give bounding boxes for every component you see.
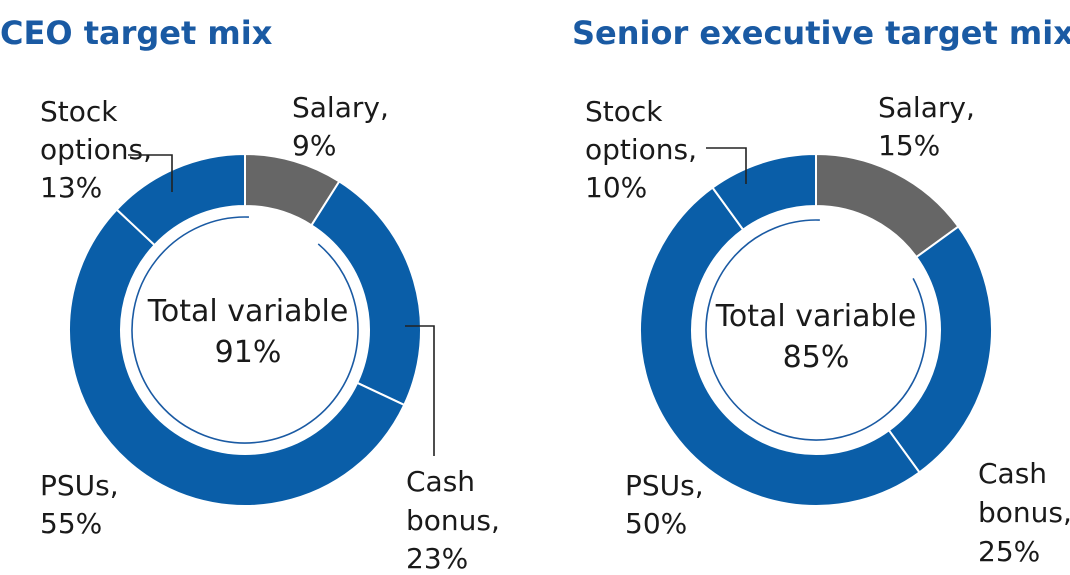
chart-2-slice-4-label-line-1: Stock [585, 95, 663, 128]
chart-2-slice-4-label-line-2: options, [585, 133, 697, 166]
chart-1: CEO target mix Total variable 91% Salary, 9%… [0, 14, 500, 575]
chart-1-slice-1-label-line-1: Salary, [292, 91, 389, 124]
chart-1-slice-2-label-line-2: bonus, [406, 504, 500, 537]
chart-1-slice-4 [115, 152, 246, 247]
chart-2-slice-2-label-line-3: 25% [978, 535, 1040, 568]
chart-2-slice-3 [639, 186, 921, 507]
chart-2-slice-1-label-line-1: Salary, [878, 91, 975, 124]
chart-1-center-label-line-1: Total variable [147, 294, 349, 329]
chart-2: Senior executive target mix(1) Total vari… [572, 14, 1070, 568]
chart-2-slice-4-label-line-3: 10% [585, 171, 647, 204]
chart-1-variable-arc [131, 216, 359, 444]
chart-2-variable-arc [705, 219, 927, 441]
chart-2-title: Senior executive target mix(1) [572, 14, 1070, 52]
chart-1-slice-1-label-line-2: 9% [292, 129, 336, 162]
chart-1-slice-3-label-line-1: PSUs, [40, 469, 119, 502]
chart-1-title: CEO target mix [0, 14, 273, 52]
chart-2-center-label-line-2: 85% [783, 340, 850, 375]
chart-1-slice-2-label-line-3: 23% [406, 542, 468, 575]
chart-1-slice-3 [68, 208, 406, 507]
chart-1-slice-3-label-line-2: 55% [40, 507, 102, 540]
chart-1-center-label-line-2: 91% [215, 335, 282, 370]
chart-2-slice-2-label-line-1: Cash [978, 457, 1047, 490]
chart-2-slice-4-leader-line [706, 147, 747, 184]
chart-1-slice-4-label-line-3: 13% [40, 171, 102, 204]
chart-2-slice-2-label-line-2: bonus, [978, 496, 1070, 529]
chart-2-center-label-line-1: Total variable [715, 299, 917, 334]
chart-1-slice-4-label-line-1: Stock [40, 95, 118, 128]
chart-2-slice-4 [711, 152, 817, 232]
chart-2-slice-2 [887, 225, 993, 474]
chart-2-slice-1-label-line-2: 15% [878, 129, 940, 162]
chart-1-slice-4-leader-line [128, 154, 173, 192]
chart-1-slice-4-label-line-2: options, [40, 133, 152, 166]
chart-1-slice-2-label-line-1: Cash [406, 465, 475, 498]
chart-2-slice-3-label-line-2: 50% [625, 507, 687, 540]
chart-2-slice-3-label-line-1: PSUs, [625, 469, 704, 502]
chart-1-slice-2-leader-line [405, 325, 435, 456]
